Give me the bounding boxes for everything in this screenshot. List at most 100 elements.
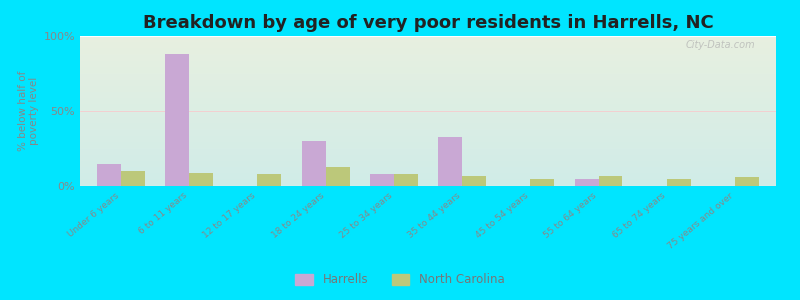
Bar	[80, 160, 776, 161]
Bar	[80, 150, 776, 151]
Bar	[166, 54, 189, 186]
Bar	[80, 87, 776, 88]
Bar	[80, 181, 776, 182]
Bar	[80, 46, 776, 47]
Bar	[97, 164, 121, 186]
Bar	[80, 99, 776, 100]
Bar	[80, 161, 776, 162]
Bar	[80, 91, 776, 92]
Bar	[80, 98, 776, 99]
Bar	[80, 38, 776, 39]
Bar	[735, 177, 759, 186]
Bar	[80, 60, 776, 61]
Bar	[80, 45, 776, 46]
Bar	[80, 100, 776, 101]
Bar	[80, 108, 776, 109]
Bar	[80, 88, 776, 89]
Bar	[80, 39, 776, 40]
Bar	[80, 52, 776, 53]
Bar	[80, 72, 776, 73]
Bar	[80, 165, 776, 166]
Bar	[326, 167, 350, 186]
Bar	[80, 148, 776, 149]
Bar	[80, 183, 776, 184]
Bar	[80, 92, 776, 93]
Bar	[80, 61, 776, 62]
Bar	[80, 118, 776, 119]
Bar	[80, 66, 776, 67]
Bar	[80, 105, 776, 106]
Bar	[80, 58, 776, 59]
Bar	[80, 122, 776, 123]
Bar	[80, 116, 776, 117]
Bar	[80, 84, 776, 85]
Bar	[80, 138, 776, 139]
Bar	[80, 62, 776, 63]
Bar	[80, 136, 776, 137]
Bar	[80, 154, 776, 155]
Bar	[80, 69, 776, 70]
Bar	[80, 126, 776, 127]
Bar	[80, 140, 776, 141]
Bar	[80, 56, 776, 57]
Bar	[80, 97, 776, 98]
Bar	[80, 54, 776, 55]
Bar	[80, 75, 776, 76]
Bar	[80, 77, 776, 78]
Bar	[80, 180, 776, 181]
Bar	[80, 36, 776, 37]
Bar	[80, 134, 776, 135]
Bar	[80, 55, 776, 56]
Bar	[80, 162, 776, 163]
Bar	[80, 48, 776, 49]
Bar	[80, 142, 776, 143]
Bar	[80, 42, 776, 43]
Bar	[80, 110, 776, 111]
Bar	[80, 81, 776, 82]
Bar	[80, 44, 776, 45]
Bar	[80, 83, 776, 84]
Bar	[80, 76, 776, 77]
Bar	[80, 146, 776, 147]
Bar	[462, 176, 486, 186]
Bar	[80, 178, 776, 179]
Bar	[80, 78, 776, 79]
Bar	[80, 163, 776, 164]
Bar	[80, 171, 776, 172]
Bar	[80, 70, 776, 71]
Bar	[80, 128, 776, 129]
Bar	[80, 169, 776, 170]
Bar	[80, 120, 776, 121]
Bar	[438, 136, 462, 186]
Bar	[80, 164, 776, 165]
Bar	[80, 182, 776, 183]
Bar	[80, 151, 776, 152]
Bar	[80, 139, 776, 140]
Bar	[80, 117, 776, 118]
Bar	[80, 111, 776, 112]
Bar	[80, 184, 776, 185]
Bar	[80, 40, 776, 41]
Bar	[80, 65, 776, 66]
Bar	[80, 177, 776, 178]
Bar	[80, 50, 776, 51]
Bar	[80, 158, 776, 159]
Bar	[80, 130, 776, 131]
Bar	[80, 47, 776, 48]
Bar	[80, 172, 776, 173]
Bar	[80, 137, 776, 138]
Bar	[80, 67, 776, 68]
Bar	[80, 121, 776, 122]
Bar	[574, 178, 598, 186]
Bar	[80, 90, 776, 91]
Bar	[80, 85, 776, 86]
Bar	[80, 86, 776, 87]
Bar	[80, 153, 776, 154]
Bar	[80, 102, 776, 103]
Bar	[80, 147, 776, 148]
Bar	[80, 109, 776, 110]
Bar	[80, 141, 776, 142]
Bar	[80, 104, 776, 105]
Bar	[80, 133, 776, 134]
Bar	[80, 94, 776, 95]
